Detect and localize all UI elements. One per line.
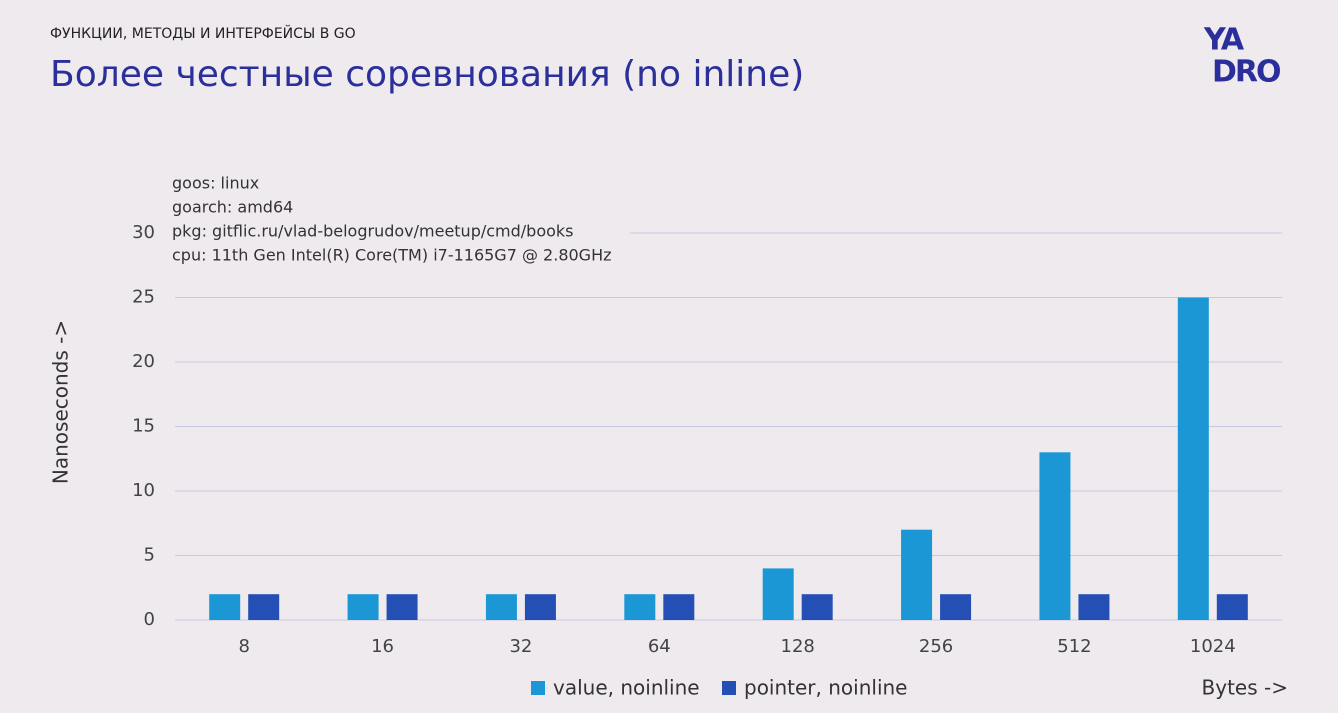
x-tick-label: 128 [781, 636, 815, 657]
legend-label: pointer, noinline [744, 676, 908, 700]
annotation-background [168, 170, 630, 268]
bar [1177, 297, 1209, 620]
section-label: ФУНКЦИИ, МЕТОДЫ И ИНТЕРФЕЙСЫ В GO [50, 24, 356, 42]
annotation-line: goos: linux [172, 174, 259, 193]
bar [901, 529, 933, 620]
logo: YA [1203, 23, 1245, 58]
y-tick-label: 20 [132, 351, 155, 372]
y-axis-label: Nanoseconds -> [49, 320, 73, 484]
annotation-line: pkg: gitflic.ru/vlad-belogrudov/meetup/c… [172, 222, 574, 241]
x-tick-label: 64 [648, 636, 671, 657]
bar [347, 594, 379, 620]
x-tick-label: 256 [919, 636, 953, 657]
x-tick-label: 32 [509, 636, 532, 657]
y-tick-label: 30 [132, 222, 155, 243]
y-tick-label: 25 [132, 287, 155, 308]
bar [940, 594, 972, 620]
x-tick-label: 1024 [1190, 636, 1236, 657]
bar [209, 594, 241, 620]
bar [485, 594, 517, 620]
x-tick-label: 512 [1057, 636, 1091, 657]
legend-label: value, noinline [553, 676, 700, 700]
x-tick-label: 16 [371, 636, 394, 657]
bar [762, 568, 794, 620]
y-tick-label: 15 [132, 416, 155, 437]
logo: DRO [1212, 55, 1280, 90]
y-tick-label: 5 [144, 545, 155, 566]
x-axis-label: Bytes -> [1202, 676, 1288, 700]
x-tick-label: 8 [238, 636, 249, 657]
bar [1078, 594, 1110, 620]
y-tick-label: 10 [132, 480, 155, 501]
bar [386, 594, 418, 620]
bar [663, 594, 695, 620]
slide-title: Более честные соревнования (no inline) [50, 54, 804, 95]
legend-swatch [531, 681, 545, 695]
bar [248, 594, 280, 620]
annotation-line: cpu: 11th Gen Intel(R) Core(TM) i7-1165G… [172, 246, 612, 265]
bar [624, 594, 656, 620]
bar [801, 594, 833, 620]
legend-swatch [722, 681, 736, 695]
bar [1216, 594, 1248, 620]
y-tick-label: 0 [144, 609, 155, 630]
bar [524, 594, 556, 620]
annotation-line: goarch: amd64 [172, 198, 293, 217]
bar [1039, 452, 1071, 620]
